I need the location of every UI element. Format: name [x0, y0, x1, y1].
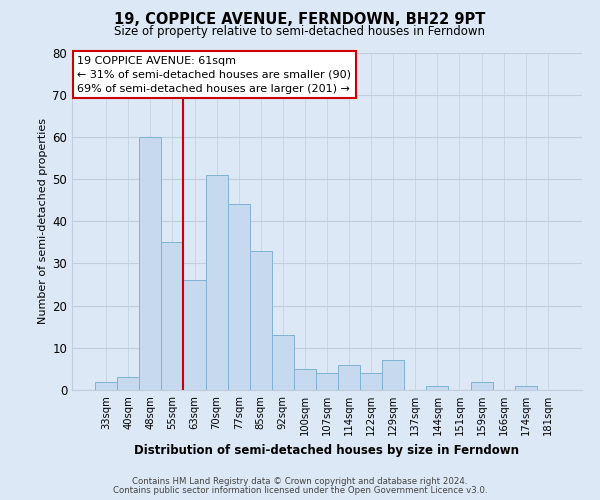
- Bar: [294, 369, 316, 390]
- Bar: [184, 280, 206, 390]
- Bar: [250, 251, 272, 390]
- Text: Size of property relative to semi-detached houses in Ferndown: Size of property relative to semi-detach…: [115, 25, 485, 38]
- Bar: [470, 382, 493, 390]
- Bar: [360, 373, 382, 390]
- Bar: [272, 335, 294, 390]
- Bar: [427, 386, 448, 390]
- Bar: [338, 364, 360, 390]
- Bar: [206, 175, 227, 390]
- Bar: [161, 242, 184, 390]
- X-axis label: Distribution of semi-detached houses by size in Ferndown: Distribution of semi-detached houses by …: [134, 444, 520, 456]
- Y-axis label: Number of semi-detached properties: Number of semi-detached properties: [38, 118, 48, 324]
- Text: Contains public sector information licensed under the Open Government Licence v3: Contains public sector information licen…: [113, 486, 487, 495]
- Bar: [515, 386, 537, 390]
- Bar: [95, 382, 117, 390]
- Bar: [316, 373, 338, 390]
- Text: 19 COPPICE AVENUE: 61sqm
← 31% of semi-detached houses are smaller (90)
69% of s: 19 COPPICE AVENUE: 61sqm ← 31% of semi-d…: [77, 56, 351, 94]
- Text: Contains HM Land Registry data © Crown copyright and database right 2024.: Contains HM Land Registry data © Crown c…: [132, 477, 468, 486]
- Text: 19, COPPICE AVENUE, FERNDOWN, BH22 9PT: 19, COPPICE AVENUE, FERNDOWN, BH22 9PT: [115, 12, 485, 28]
- Bar: [382, 360, 404, 390]
- Bar: [227, 204, 250, 390]
- Bar: [117, 378, 139, 390]
- Bar: [139, 137, 161, 390]
